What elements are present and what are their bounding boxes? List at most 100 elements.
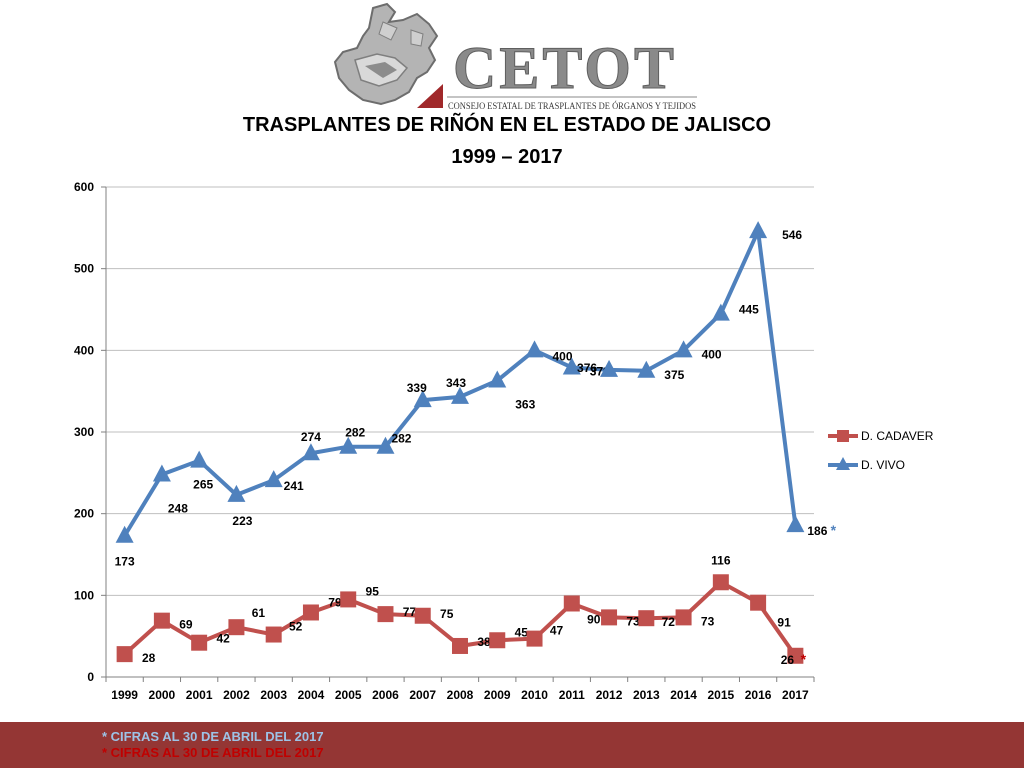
- x-tick-label: 2005: [335, 688, 362, 702]
- data-label-d-vivo: 376: [577, 361, 597, 375]
- x-tick-label: 2014: [670, 688, 697, 702]
- jalisco-map-emblem: [333, 2, 443, 108]
- data-point-d-vivo: [488, 370, 507, 388]
- annotation-d-cadaver: *: [801, 651, 807, 667]
- data-label-d-cadaver: 45: [515, 625, 529, 639]
- data-label-d-vivo: 282: [345, 426, 365, 440]
- data-label-d-cadaver: 47: [550, 624, 564, 638]
- data-label-d-vivo: 343: [446, 376, 466, 390]
- annotation-d-vivo: *: [831, 522, 837, 538]
- data-point-d-vivo: [637, 360, 656, 378]
- data-label-d-vivo: 445: [739, 303, 759, 317]
- data-point-d-vivo: [786, 515, 805, 533]
- data-label-d-vivo: 339: [407, 381, 427, 395]
- y-tick-label: 500: [74, 262, 94, 276]
- gridlines: [106, 186, 814, 596]
- data-label-d-cadaver: 52: [289, 620, 303, 634]
- data-label-d-cadaver: 116: [711, 553, 731, 567]
- x-tick-label: 2007: [409, 688, 436, 702]
- data-point-d-vivo: [674, 340, 693, 358]
- data-label-d-vivo: 400: [553, 349, 573, 363]
- data-point-d-cadaver: [116, 646, 133, 663]
- x-tick-label: 2001: [186, 688, 213, 702]
- data-point-d-cadaver: [377, 606, 394, 623]
- data-label-d-cadaver: 72: [662, 615, 676, 629]
- y-tick-label: 300: [74, 425, 94, 439]
- series-d-cadaver: 28 69 42 61 52 79 95 77 75 38 45 47 90 73 72 73 116 91 26: [116, 553, 804, 667]
- x-tick-label: 2017: [782, 688, 809, 702]
- data-point-d-vivo: [190, 450, 209, 468]
- legend-item-d-vivo: D. VIVO: [828, 457, 905, 472]
- data-label-d-vivo: 375: [664, 368, 684, 382]
- data-point-d-vivo: [301, 443, 320, 461]
- y-tick-label: 100: [74, 588, 94, 602]
- data-point-d-cadaver: [787, 647, 804, 664]
- data-point-d-vivo: [227, 484, 246, 502]
- x-tick-label: 2016: [745, 688, 772, 702]
- data-label-d-vivo: 282: [391, 432, 411, 446]
- data-point-d-cadaver: [750, 594, 767, 611]
- legend-label: D. CADAVER: [861, 429, 934, 443]
- data-point-d-cadaver: [638, 610, 655, 627]
- x-tick-label: 2003: [260, 688, 287, 702]
- x-tick-label: 2015: [707, 688, 734, 702]
- x-tick-label: 2008: [447, 688, 474, 702]
- y-tick-label: 0: [87, 670, 94, 684]
- legend-marker: [837, 430, 849, 442]
- data-label-d-cadaver: 77: [403, 605, 417, 619]
- data-label-d-cadaver: 42: [216, 632, 230, 646]
- data-label-d-cadaver: 38: [477, 635, 491, 649]
- data-point-d-vivo: [115, 525, 134, 543]
- data-label-d-vivo: 274: [301, 430, 321, 444]
- data-point-d-cadaver: [563, 595, 580, 612]
- data-label-d-vivo: 265: [193, 478, 213, 492]
- y-axis: 0 100 200 300 400 500 600: [74, 180, 107, 684]
- y-tick-label: 200: [74, 507, 94, 521]
- x-tick-label: 2012: [596, 688, 623, 702]
- data-label-d-vivo: 241: [284, 479, 304, 493]
- data-label-d-vivo: 546: [782, 228, 802, 242]
- data-label-d-cadaver: 90: [587, 613, 601, 627]
- data-point-d-cadaver: [340, 591, 357, 608]
- data-label-d-cadaver: 79: [328, 595, 342, 609]
- data-label-d-cadaver: 69: [179, 618, 193, 632]
- data-label-d-vivo: 186: [807, 524, 827, 538]
- y-tick-label: 600: [74, 180, 94, 194]
- x-tick-label: 2009: [484, 688, 511, 702]
- x-tick-label: 2011: [559, 688, 585, 702]
- data-label-d-cadaver: 95: [366, 584, 380, 598]
- data-point-d-vivo: [451, 386, 469, 404]
- data-label-d-cadaver: 91: [777, 616, 791, 630]
- legend-label: D. VIVO: [861, 458, 905, 472]
- logo-subtitle: CONSEJO ESTATAL DE TRASPLANTES DE ÓRGANO…: [448, 101, 696, 111]
- x-tick-label: 2013: [633, 688, 660, 702]
- series-layer: 28 69 42 61 52 79 95 77 75 38 45 47 90 73 72 73 116 91 26 1…: [115, 221, 837, 667]
- data-point-d-cadaver: [153, 612, 170, 629]
- x-axis: 1999 2000 2001 2002 2003 2004 2005 2006 2007 2008…: [105, 676, 815, 702]
- data-point-d-vivo: [711, 303, 730, 321]
- data-point-d-vivo: [525, 340, 544, 358]
- x-tick-label: 2000: [149, 688, 176, 702]
- x-tick-label: 1999: [111, 688, 138, 702]
- legend-marker: [836, 457, 850, 470]
- data-point-d-cadaver: [712, 574, 729, 591]
- cetot-logo: CETOT CONSEJO ESTATAL DE TRASPLANTES DE …: [333, 2, 697, 111]
- data-point-d-cadaver: [265, 626, 282, 643]
- data-label-d-vivo: 248: [168, 501, 188, 515]
- data-point-d-vivo: [413, 390, 432, 408]
- data-label-d-vivo: 400: [702, 347, 722, 361]
- data-point-d-cadaver: [601, 609, 618, 626]
- data-point-d-cadaver: [302, 604, 319, 621]
- x-tick-label: 2004: [298, 688, 325, 702]
- data-point-d-cadaver: [489, 632, 506, 649]
- data-point-d-vivo: [264, 470, 283, 488]
- chart-title: TRASPLANTES DE RIÑÓN EN EL ESTADO DE JAL…: [243, 112, 771, 136]
- data-point-d-vivo: [562, 357, 581, 375]
- footnote-cadaver-red: * CIFRAS AL 30 DE ABRIL DEL 2017: [102, 745, 324, 760]
- x-tick-label: 2006: [372, 688, 399, 702]
- data-point-d-vivo: [152, 464, 171, 482]
- data-point-d-cadaver: [526, 630, 543, 647]
- data-point-d-cadaver: [414, 607, 431, 624]
- data-point-d-vivo: [749, 221, 768, 239]
